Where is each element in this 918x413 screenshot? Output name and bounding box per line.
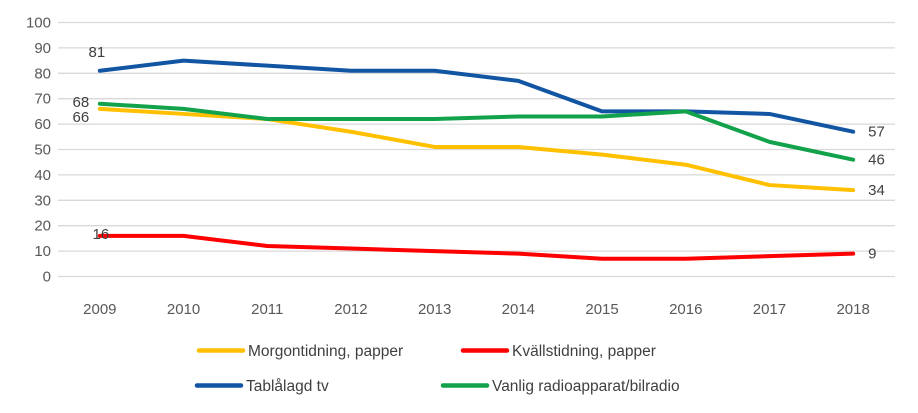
x-axis-tick-label: 2017 bbox=[753, 301, 786, 318]
x-axis-tick-label: 2012 bbox=[334, 301, 367, 318]
y-axis-tick-label: 80 bbox=[34, 65, 51, 82]
y-axis-tick-label: 100 bbox=[26, 15, 51, 32]
data-label-first-vanlig-radioapparat-bilradio: 68 bbox=[73, 94, 90, 111]
data-label-last-kv-llstidning-papper: 9 bbox=[868, 246, 876, 263]
data-label-first-tabl-lagd-tv: 81 bbox=[89, 44, 106, 61]
data-label-first-kv-llstidning-papper: 16 bbox=[93, 226, 110, 243]
x-axis-tick-label: 2009 bbox=[83, 301, 116, 318]
y-axis-tick-label: 70 bbox=[34, 91, 51, 108]
legend-label-vanlig-radioapparat-bilradio: Vanlig radioapparat/bilradio bbox=[492, 378, 680, 395]
series-line-vanlig-radioapparat-bilradio bbox=[97, 101, 856, 162]
x-axis-tick-label: 2018 bbox=[836, 301, 869, 318]
legend-label-tabl-lagd-tv: Tablålagd tv bbox=[246, 378, 329, 395]
series-line-tabl-lagd-tv bbox=[97, 58, 856, 134]
y-axis-tick-label: 30 bbox=[34, 192, 51, 209]
y-axis-tick-label: 20 bbox=[34, 218, 51, 235]
y-axis-tick-label: 0 bbox=[43, 269, 51, 286]
legend-label-kv-llstidning-papper: Kvällstidning, papper bbox=[512, 343, 656, 360]
data-label-last-tabl-lagd-tv: 57 bbox=[868, 124, 885, 141]
x-axis-tick-label: 2016 bbox=[669, 301, 702, 318]
x-axis-tick-label: 2015 bbox=[585, 301, 618, 318]
x-axis-tick-label: 2010 bbox=[167, 301, 200, 318]
y-axis-tick-label: 10 bbox=[34, 243, 51, 260]
data-label-last-morgontidning-papper: 34 bbox=[868, 182, 885, 199]
data-label-last-vanlig-radioapparat-bilradio: 46 bbox=[868, 152, 885, 169]
x-axis-tick-label: 2013 bbox=[418, 301, 451, 318]
y-axis-tick-label: 40 bbox=[34, 167, 51, 184]
data-label-first-morgontidning-papper: 66 bbox=[73, 109, 90, 126]
series-line-kv-llstidning-papper bbox=[97, 233, 856, 261]
y-axis-tick-label: 50 bbox=[34, 142, 51, 159]
x-axis-tick-label: 2011 bbox=[251, 301, 283, 318]
y-axis-tick-label: 60 bbox=[34, 116, 51, 133]
legend-label-morgontidning-papper: Morgontidning, papper bbox=[248, 343, 403, 360]
x-axis-tick-label: 2014 bbox=[502, 301, 535, 318]
y-axis-tick-label: 90 bbox=[34, 40, 51, 57]
series-line-morgontidning-papper bbox=[97, 106, 856, 193]
